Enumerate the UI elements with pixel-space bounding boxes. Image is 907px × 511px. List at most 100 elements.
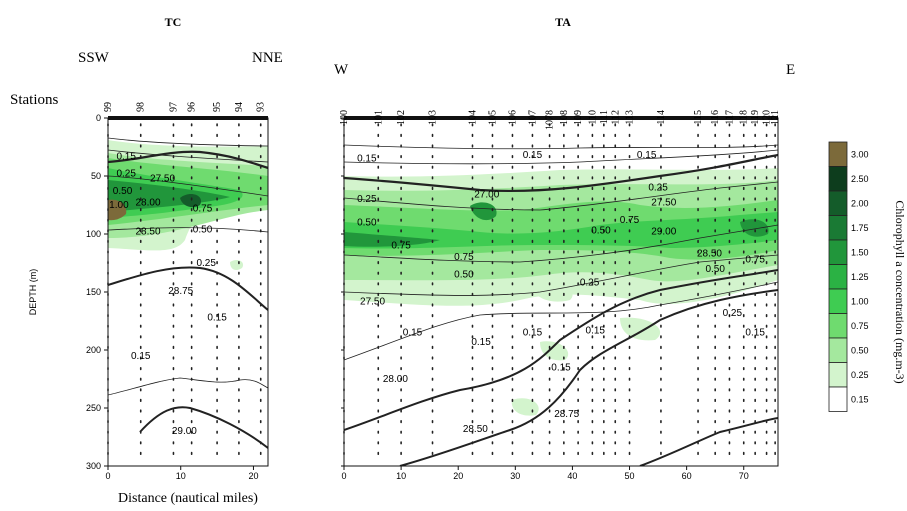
tc-y-tick-label: 0 [96, 113, 101, 123]
ta-x-tick-label: 70 [739, 471, 749, 481]
tc-temperature-contour-label: 28.00 [135, 198, 160, 209]
ta-chlorophyll-contour-label: 0.15 [357, 154, 377, 165]
ta-title: TA [555, 15, 571, 29]
tc-y-tick-label: 250 [86, 403, 101, 413]
colorbar-level-label: 1.75 [851, 223, 869, 233]
ta-station-label: 106 [507, 110, 518, 125]
tc-y-tick-label: 300 [86, 461, 101, 471]
colorbar-level-label: 2.00 [851, 198, 869, 208]
tc-title: TC [165, 15, 182, 29]
tc-chlorophyll-contour-label: 0.15 [131, 351, 151, 362]
ta-chlorophyll-contour-label: 0.50 [454, 270, 474, 281]
colorbar-level-label: 1.50 [851, 247, 869, 257]
tc-station-label: 93 [256, 102, 267, 112]
tc-temperature-contour-label: 27.50 [150, 173, 175, 184]
ta-station-label: 109 [573, 110, 584, 125]
tc-top-bar [108, 116, 268, 120]
ta-chlorophyll-contour-label: 0.15 [637, 150, 657, 161]
ta-station-label: 116 [710, 110, 721, 125]
colorbar-level-label: 3.00 [851, 149, 869, 159]
ta-station-label: 101 [373, 110, 384, 125]
ta-temperature-contour-label: 28.75 [554, 409, 579, 420]
ta-station-label: 119 [750, 110, 761, 125]
ta-station-label: 100 [339, 110, 350, 125]
ta-temperature-contour-label: 28.50 [463, 424, 488, 435]
tc-direction-left: SSW [78, 50, 110, 66]
ta-station-label: 110 [587, 110, 598, 125]
colorbar-level-label: 0.25 [851, 370, 869, 380]
colorbar-swatch [828, 264, 848, 290]
tc-contour-lines [108, 137, 268, 449]
colorbar-swatch [828, 313, 848, 339]
ta-chlorophyll-contour-label: 0.25 [580, 278, 600, 289]
ta-chlorophyll-contour-label: 0.75 [391, 241, 411, 252]
ta-x-tick-label: 0 [341, 471, 346, 481]
ta-station-label: 118 [739, 110, 750, 125]
ta-chlorophyll-contour-label: 0.75 [745, 255, 765, 266]
tc-chlorophyll-contour-label: 0.75 [193, 203, 213, 214]
colorbar-swatch [828, 337, 848, 363]
ta-station-label: 111 [599, 110, 610, 124]
colorbar-swatch [828, 239, 848, 265]
tc-dynamic-layer: 99 98 97 96 95 94 930 10 200501001502002503000.1… [86, 102, 267, 481]
ta-temperature-contour-label: 27.50 [360, 296, 385, 307]
ta-dynamic-layer: 100 101 102 103 104 105 106 107 1078 108 109 110 111… [339, 110, 781, 481]
ta-station-label: 102 [396, 110, 407, 125]
ta-direction-left: W [334, 62, 349, 78]
tc-chlorophyll-contour-label: 0.25 [116, 169, 136, 180]
stations-label: Stations [10, 92, 59, 108]
tc-station-label: 95 [212, 102, 223, 112]
tc-station-label: 96 [187, 102, 198, 112]
tc-x-tick-label: 0 [105, 471, 110, 481]
tc-x-tick-label: 10 [176, 471, 186, 481]
ta-station-label: 112 [610, 110, 621, 125]
tc-temperature-contour-label: 28.50 [135, 227, 160, 238]
tc-x-axis-label: Distance (nautical miles) [118, 491, 258, 506]
colorbar-title: Chlorophyll a concentration (mg.m-3) [893, 200, 907, 383]
ta-top-bar [344, 116, 778, 120]
ta-chlorophyll-contour-label: 0.15 [523, 328, 543, 339]
colorbar-level-label: 1.00 [851, 296, 869, 306]
ta-chlorophyll-contour-label: 0.15 [551, 362, 571, 373]
tc-station-label: 97 [168, 102, 179, 112]
ta-chlorophyll-contour-label: 0.25 [723, 308, 743, 319]
tc-y-tick-label: 150 [86, 287, 101, 297]
ta-chlorophyll-contour-label: 0.15 [745, 328, 765, 339]
ta-temperature-contour-label: 27.00 [474, 190, 499, 201]
ta-temperature-contour-label: 28.00 [383, 374, 408, 385]
colorbar-swatch [828, 362, 848, 388]
ta-station-label: 103 [428, 110, 439, 125]
tc-y-tick-label: 50 [91, 171, 101, 181]
colorbar-swatch [828, 215, 848, 241]
colorbar-swatch [828, 166, 848, 192]
colorbar-swatch [828, 386, 848, 412]
ta-station-label: 107 [527, 110, 538, 125]
ta-x-tick-label: 50 [625, 471, 635, 481]
ta-temperature-contour-label: 29.00 [651, 227, 676, 238]
tc-station-label: 98 [136, 102, 147, 112]
ta-contour-lines [344, 144, 778, 466]
ta-station-label: 108 [559, 110, 570, 125]
ta-station-label: 105 [487, 110, 498, 125]
ta-chlorophyll-contour-label: 0.50 [705, 264, 725, 275]
tc-chlorophyll-contour-label: 0.50 [193, 224, 213, 235]
ta-station-label: 117 [724, 110, 735, 125]
ta-station-label: 1078 [545, 110, 556, 130]
colorbar-level-label: 0.75 [851, 321, 869, 331]
ta-station-label: 121 [770, 110, 781, 125]
ta-chlorophyll-contour-label: 0.15 [403, 328, 423, 339]
colorbar-layer: 3.00 2.50 2.00 1.75 1.50 1.25 1.00 0.75 0.50 0.25… [828, 141, 869, 412]
ta-temperature-contour-label: 28.50 [697, 249, 722, 260]
colorbar-level-label: 1.25 [851, 272, 869, 282]
ta-x-tick-label: 10 [396, 471, 406, 481]
ta-x-tick-label: 30 [510, 471, 520, 481]
tc-station-label: 99 [103, 102, 114, 112]
tc-chlorophyll-contour-label: 1.00 [109, 200, 129, 211]
tc-y-tick-label: 200 [86, 345, 101, 355]
ta-station-label: 104 [467, 110, 478, 125]
tc-chlorophyll-contour-label: 0.15 [116, 151, 136, 162]
ta-x-tick-label: 60 [682, 471, 692, 481]
tc-chlorophyll-contour-label: 0.25 [196, 258, 216, 269]
ta-chlorophyll-contour-label: 0.15 [586, 325, 606, 336]
